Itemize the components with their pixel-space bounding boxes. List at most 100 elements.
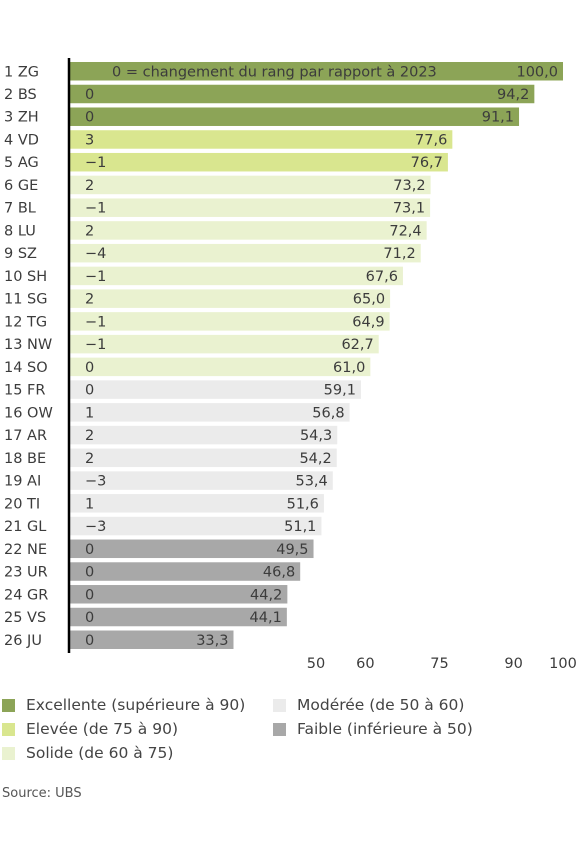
value-label: 61,0 [333,360,365,376]
legend-swatch [2,746,15,760]
category-label: 26 JU [4,633,42,649]
legend-label: Solide (de 60 à 75) [26,744,174,762]
bar [69,221,427,240]
category-label: 15 FR [4,383,45,399]
bar [69,107,520,126]
category-label: 3 ZH [4,110,39,126]
bar [69,539,314,559]
category-label: 4 VD [4,132,39,148]
value-label: 51,6 [287,496,319,512]
bar [69,403,350,422]
rank-change-label: −1 [85,269,106,285]
bar [69,516,322,536]
legend-swatch [2,698,15,712]
rank-change-label: 1 [85,405,94,421]
category-label: 18 BE [4,451,46,467]
bar [69,448,337,468]
category-label: 5 AG [4,155,39,171]
rank-change-label: 0 [85,587,94,603]
rank-change-label: −1 [85,337,106,353]
value-label: 71,2 [383,246,415,262]
category-label: 13 NW [4,337,52,353]
value-label: 49,5 [276,542,308,558]
category-label: 11 SG [4,292,48,308]
category-label: 9 SZ [4,246,37,262]
rank-change-label: 0 [85,110,94,126]
legend-swatch [2,722,15,736]
legend-swatch [273,698,286,712]
bars-group: 1 ZG 100,0 2 BS 0 94,2 3 ZH 0 91,1 4 VD 3 77,6 5 AG… [4,62,563,649]
bar [69,425,338,445]
category-label: 16 OW [4,405,53,421]
legend-item-moderee: Modérée (de 50 à 60) [273,696,464,714]
value-label: 54,2 [299,451,331,467]
value-label: 94,2 [497,87,529,103]
rank-change-label: 3 [85,132,94,148]
rank-change-label: −1 [85,155,106,171]
legend-label: Excellente (supérieure à 90) [26,696,246,714]
legend: Excellente (supérieure à 90) Elevée (de … [0,688,580,762]
value-label: 56,8 [312,405,344,421]
rank-change-label: 0 [85,87,94,103]
rank-change-label: −3 [85,519,106,535]
value-label: 77,6 [415,132,447,148]
category-label: 6 GE [4,178,38,194]
value-label: 46,8 [263,565,295,581]
bar [69,152,448,172]
bar [69,289,391,308]
legend-item-faible: Faible (inférieure à 50) [273,720,473,738]
value-label: 100,0 [516,64,558,80]
rank-change-label: 2 [85,428,94,444]
source-note: Source: UBS [2,786,82,801]
category-label: 7 BL [4,201,36,217]
category-label: 1 ZG [4,64,39,80]
rank-change-label: 0 [85,360,94,376]
category-label: 8 LU [4,223,36,239]
legend-item-elevee: Elevée (de 75 à 90) [2,720,178,738]
bar [69,380,361,399]
value-label: 64,9 [352,314,384,330]
bar [69,334,379,354]
bar [69,175,431,195]
legend-label: Faible (inférieure à 50) [297,720,473,738]
bar [69,62,563,81]
value-label: 51,1 [284,519,316,535]
category-label: 20 TI [4,496,40,512]
value-label: 72,4 [389,223,421,239]
value-label: 53,4 [295,474,327,490]
value-label: 33,3 [196,633,228,649]
rank-change-label: 0 [85,610,94,626]
category-label: 12 TG [4,314,47,330]
legend-label: Modérée (de 50 à 60) [297,696,465,714]
legend-item-solide: Solide (de 60 à 75) [2,744,173,762]
rank-change-label: 0 [85,565,94,581]
category-label: 2 BS [4,87,37,103]
rank-change-label: 2 [85,223,94,239]
bar [69,312,390,331]
category-label: 10 SH [4,269,47,285]
category-label: 25 VS [4,610,46,626]
bar [69,607,287,627]
legend-label: Elevée (de 75 à 90) [26,720,179,738]
category-label: 17 AR [4,428,47,444]
bar [69,84,535,104]
value-label: 65,0 [353,292,385,308]
rank-change-label: 0 [85,542,94,558]
rank-change-label: −1 [85,201,106,217]
bar [69,266,403,286]
x-tick-label: 100 [549,656,577,672]
rank-change-label: 0 [85,383,94,399]
bar [69,585,288,604]
bar [69,630,234,649]
value-label: 76,7 [411,155,443,171]
bar [69,198,431,217]
rank-change-label: 2 [85,292,94,308]
bar [69,562,301,581]
rank-change-label: 0 [85,633,94,649]
value-label: 44,1 [250,610,282,626]
bar [69,243,421,263]
rank-change-label: 1 [85,496,94,512]
category-label: 21 GL [4,519,46,535]
category-label: 22 NE [4,542,47,558]
rank-change-label: 2 [85,178,94,194]
